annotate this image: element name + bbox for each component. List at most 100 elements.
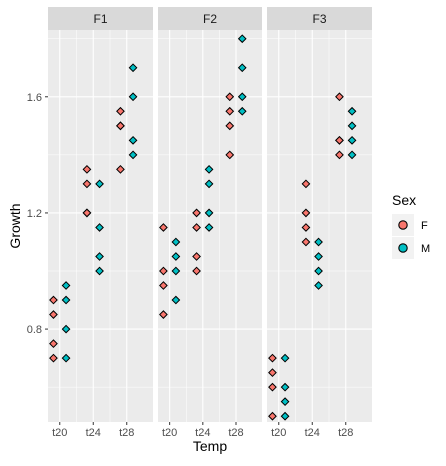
point-f-f1 [82, 164, 92, 174]
point-f-f2 [192, 223, 201, 232]
legend-key-f [398, 220, 408, 230]
point-f-f3 [268, 353, 277, 363]
point-f-f3 [268, 382, 277, 392]
point-f-f3 [335, 135, 344, 145]
y-axis-title: Growth [7, 203, 23, 248]
point-m-f2 [171, 295, 181, 305]
point-f-f1 [49, 310, 58, 319]
point-m-f2 [237, 106, 247, 116]
axes-layer: t20 t24 t28 t20 t24 t28 t20 t24 t28 0.8 1.2 1.6 Temp… [7, 92, 353, 454]
point-m-f3 [280, 382, 290, 392]
point-f-f2 [225, 92, 235, 102]
point-m-f1 [128, 92, 138, 102]
point-m-f3 [280, 353, 290, 363]
point-f-f2 [225, 150, 235, 160]
point-m-f3 [314, 281, 323, 290]
point-m-f3 [280, 397, 290, 407]
x-tick-label: t28 [228, 427, 243, 439]
legend: Sex FM [392, 192, 430, 259]
point-m-f3 [280, 411, 290, 421]
point-m-f3 [314, 252, 323, 261]
point-m-f2 [204, 164, 214, 174]
x-tick-label: t24 [86, 427, 101, 439]
x-tick-label: t20 [271, 427, 286, 439]
x-tick-label: t24 [195, 427, 210, 439]
point-f-f1 [116, 121, 125, 131]
point-f-f2 [192, 208, 201, 218]
point-f-f3 [268, 411, 277, 421]
point-f-f3 [301, 179, 311, 189]
point-f-f1 [82, 208, 92, 218]
facet-strip-label: F1 [93, 12, 107, 26]
point-m-f2 [171, 266, 181, 276]
point-m-f3 [314, 266, 323, 276]
x-tick-label: t28 [338, 427, 353, 439]
point-f-f1 [116, 106, 125, 116]
facet-strip-label: F2 [203, 12, 217, 26]
point-f-f3 [335, 150, 344, 160]
point-f-f3 [301, 237, 311, 247]
point-f-f1 [49, 339, 58, 348]
point-f-f3 [301, 208, 311, 218]
point-m-f1 [61, 281, 71, 290]
point-m-f2 [171, 252, 181, 261]
point-m-f3 [347, 150, 357, 160]
point-f-f1 [82, 179, 92, 189]
legend-key-m [398, 243, 408, 253]
point-m-f1 [95, 179, 104, 189]
point-m-f1 [95, 223, 104, 232]
panel-background [267, 30, 372, 422]
point-f-f3 [335, 92, 344, 102]
point-m-f1 [128, 135, 138, 145]
point-m-f2 [171, 237, 181, 247]
point-f-f2 [159, 310, 168, 319]
point-m-f1 [128, 150, 138, 160]
point-f-f2 [192, 266, 201, 276]
point-m-f3 [314, 237, 323, 247]
facet-strip [158, 7, 262, 30]
point-m-f1 [95, 252, 104, 261]
x-tick-label: t20 [162, 427, 177, 439]
facet-strip [48, 7, 153, 30]
x-axis-title: Temp [193, 438, 227, 454]
facet-strip [267, 7, 372, 30]
point-m-f3 [347, 121, 357, 131]
legend-title: Sex [392, 192, 416, 208]
point-m-f2 [204, 179, 214, 189]
point-m-f3 [347, 135, 357, 145]
y-tick-label: 1.6 [27, 92, 42, 104]
points-layer [49, 34, 357, 421]
facet-strip-label: F3 [312, 12, 326, 26]
point-m-f1 [95, 266, 104, 276]
x-tick-label: t24 [305, 427, 320, 439]
point-m-f1 [61, 295, 71, 305]
point-m-f3 [347, 106, 357, 116]
point-f-f3 [301, 223, 311, 232]
point-m-f1 [61, 353, 71, 363]
point-m-f2 [204, 208, 214, 218]
x-tick-label: t28 [119, 427, 134, 439]
point-f-f1 [116, 164, 125, 174]
point-f-f1 [49, 295, 58, 305]
legend-label-f: F [421, 220, 428, 232]
point-f-f2 [159, 266, 168, 276]
legend-label-m: M [421, 243, 430, 255]
point-f-f3 [268, 368, 277, 378]
point-m-f2 [237, 63, 247, 73]
point-f-f2 [159, 223, 168, 232]
x-tick-label: t20 [52, 427, 67, 439]
point-m-f1 [61, 324, 71, 334]
y-tick-label: 1.2 [27, 208, 42, 220]
point-f-f2 [192, 252, 201, 261]
y-tick-label: 0.8 [27, 324, 42, 336]
point-m-f2 [237, 92, 247, 102]
point-f-f2 [225, 121, 235, 131]
point-m-f2 [237, 34, 247, 44]
point-f-f1 [49, 353, 58, 363]
point-m-f1 [128, 63, 138, 73]
point-f-f2 [159, 281, 168, 290]
point-f-f2 [225, 106, 235, 116]
point-m-f2 [204, 223, 214, 232]
